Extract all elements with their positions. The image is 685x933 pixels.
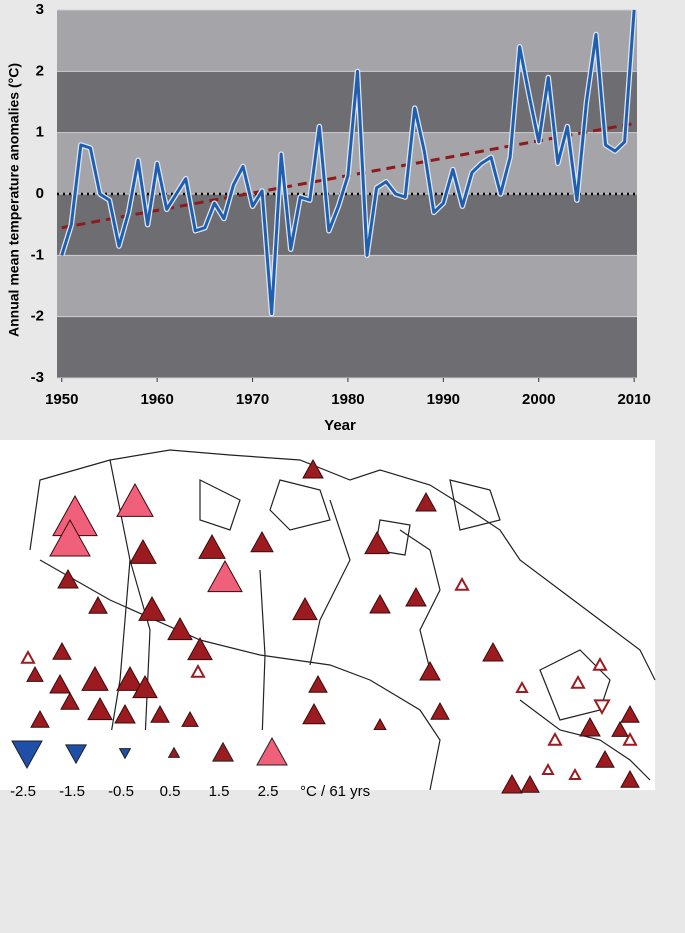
- station-marker: [116, 665, 144, 691]
- x-tick-label: 1990: [427, 391, 460, 408]
- station-marker: [138, 595, 166, 621]
- station-marker: [207, 559, 243, 593]
- station-marker: [292, 596, 318, 621]
- y-tick-label: -3: [31, 369, 44, 386]
- y-tick-label: 3: [36, 1, 44, 18]
- station-marker: [20, 649, 36, 664]
- temperature-chart: Annual mean temperature anomalies (°C) Y…: [6, 1, 651, 434]
- station-marker: [132, 674, 158, 699]
- station-marker: [541, 762, 555, 775]
- station-marker: [26, 665, 44, 682]
- x-tick-label: 1960: [140, 391, 173, 408]
- station-marker: [364, 530, 390, 555]
- legend-background: [0, 730, 420, 790]
- legend-symbol: [256, 736, 288, 766]
- legend-label: -0.5: [108, 783, 134, 800]
- legend-label: 1.5: [209, 783, 230, 800]
- station-symbols: [20, 458, 640, 794]
- station-marker: [611, 720, 629, 737]
- x-axis-title: Year: [324, 417, 356, 434]
- y-axis-title: Annual mean temperature anomalies (°C): [6, 63, 22, 337]
- station-marker: [129, 538, 157, 564]
- legend-label: -2.5: [10, 783, 36, 800]
- legend-symbol: [211, 741, 235, 762]
- station-marker: [250, 530, 274, 553]
- station-marker: [81, 665, 109, 691]
- station-marker: [454, 576, 470, 591]
- station-marker: [620, 769, 640, 788]
- y-tick-label: -1: [31, 246, 44, 263]
- legend-label: 2.5: [258, 783, 279, 800]
- legend-label: -1.5: [59, 783, 85, 800]
- legend-label: 0.5: [160, 783, 181, 800]
- legend-symbol: [118, 748, 132, 760]
- station-marker: [515, 680, 529, 693]
- station-marker: [150, 704, 170, 723]
- station-marker: [302, 702, 326, 725]
- station-marker: [181, 710, 199, 727]
- station-marker: [88, 595, 108, 614]
- x-tick-label: 1950: [45, 391, 78, 408]
- station-marker: [198, 533, 226, 559]
- station-marker: [308, 674, 328, 693]
- y-tick-label: 0: [36, 185, 44, 202]
- station-marker: [57, 568, 79, 589]
- map-legend: °C / 61 yrs -2.5 -1.5 -0.5 0.5 1.5 2.5: [10, 736, 370, 800]
- x-tick-label: 2000: [522, 391, 555, 408]
- station-marker: [620, 704, 640, 723]
- background-band: [57, 10, 637, 72]
- station-marker: [430, 701, 450, 720]
- x-tick-label: 2010: [617, 391, 650, 408]
- station-marker: [114, 703, 136, 724]
- station-marker: [568, 767, 582, 780]
- y-tick-label: 1: [36, 124, 44, 141]
- station-marker: [520, 774, 540, 793]
- station-marker: [593, 699, 611, 716]
- station-marker: [415, 491, 437, 512]
- legend-symbol: [167, 746, 181, 758]
- x-tick-label: 1970: [236, 391, 269, 408]
- station-marker: [49, 673, 71, 694]
- station-marker: [501, 773, 523, 794]
- station-marker: [419, 660, 441, 681]
- background-band: [57, 194, 637, 256]
- station-marker: [116, 482, 154, 517]
- legend-symbol: [64, 744, 88, 765]
- station-marker: [373, 717, 387, 731]
- data-line: [60, 9, 636, 316]
- station-marker: [190, 663, 206, 678]
- station-marker: [592, 656, 608, 671]
- station-marker: [622, 731, 638, 746]
- station-marker: [595, 749, 615, 768]
- station-marker: [60, 691, 80, 710]
- station-marker: [405, 586, 427, 607]
- map-outlines: [29, 449, 656, 791]
- station-marker: [369, 593, 391, 614]
- station-marker: [49, 518, 91, 557]
- legend-symbol: [11, 740, 43, 770]
- legend-unit: °C / 61 yrs: [300, 783, 370, 800]
- station-marker: [187, 636, 213, 661]
- x-tick-label: 1980: [331, 391, 364, 408]
- station-marker: [482, 641, 504, 662]
- map: °C / 61 yrs -2.5 -1.5 -0.5 0.5 1.5 2.5: [0, 440, 656, 800]
- station-marker: [87, 696, 113, 721]
- station-marker: [167, 616, 193, 641]
- y-tick-label: -2: [31, 308, 44, 325]
- y-tick-label: 2: [36, 62, 44, 79]
- station-marker: [52, 641, 72, 660]
- background-band: [57, 316, 637, 378]
- station-marker: [570, 674, 586, 689]
- station-marker: [302, 458, 324, 479]
- background-band: [57, 255, 637, 317]
- station-marker: [547, 731, 563, 746]
- station-marker: [579, 716, 601, 737]
- station-marker: [30, 709, 50, 728]
